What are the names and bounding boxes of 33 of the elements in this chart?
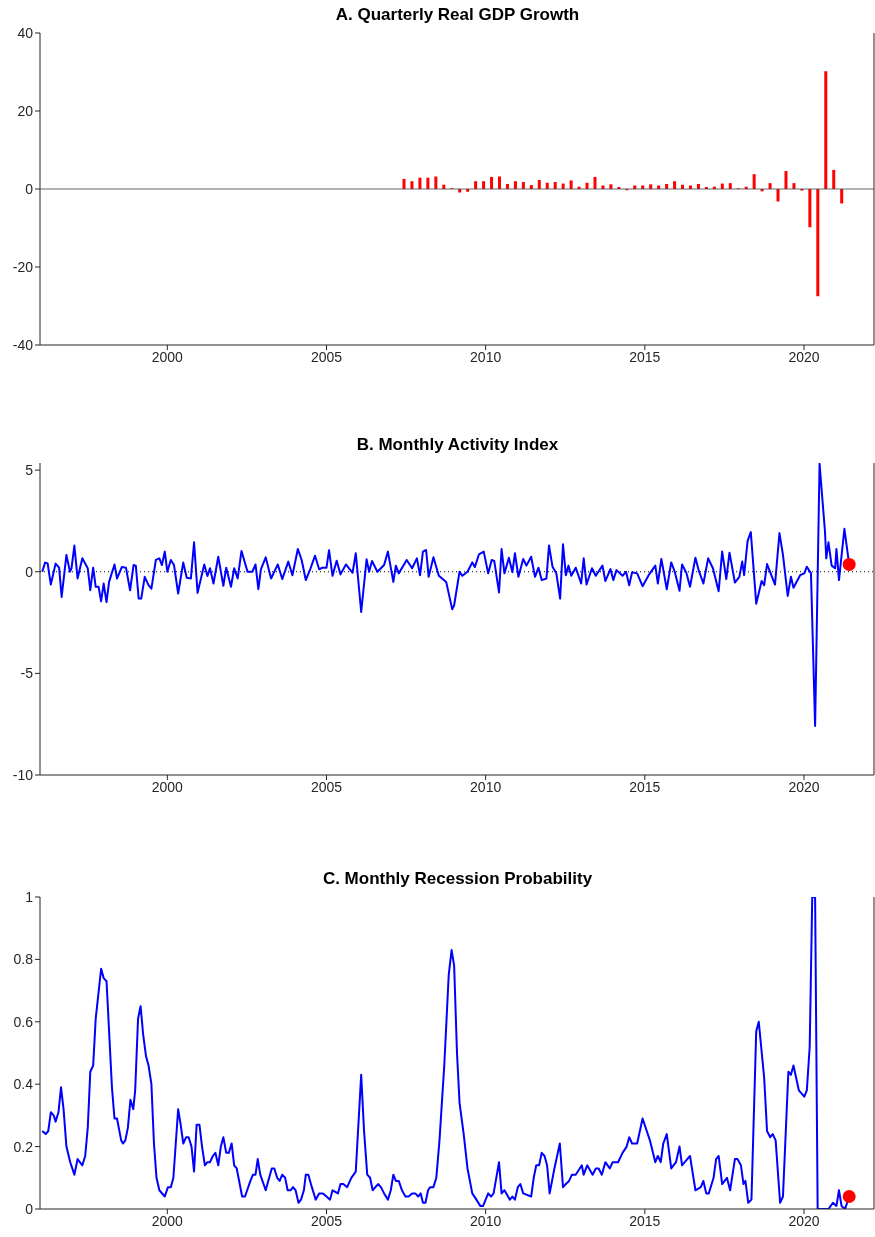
y-tick-label: 0 [25,1200,34,1217]
y-tick-label: -10 [12,766,34,783]
x-tick-label: 2005 [310,778,343,795]
x-tick-label: 2000 [151,1212,184,1229]
x-tick-label: 2000 [151,778,184,795]
y-tick-label: 40 [17,24,34,41]
y-tick-label: 0 [25,563,34,580]
y-tick-label: 0 [25,180,34,197]
x-tick-label: 2005 [310,1212,343,1229]
x-tick-label: 2005 [310,348,343,365]
x-tick-label: 2010 [470,1212,502,1229]
x-tick-label: 2020 [788,1212,820,1229]
x-tick-label: 2015 [629,348,661,365]
y-tick-label: 0.6 [13,1013,34,1030]
y-tick-label: -40 [12,336,34,353]
y-tick-label: 5 [25,462,34,479]
x-tick-label: 2010 [470,778,502,795]
x-tick-label: 2015 [629,1212,661,1229]
x-tick-label: 2020 [788,348,820,365]
chart-title: B. Monthly Activity Index [355,434,560,456]
y-tick-label: 0.8 [13,951,34,968]
y-tick-label: 0.2 [13,1138,34,1155]
y-tick-label: 20 [17,102,34,119]
chart-title: C. Monthly Recession Probability [321,868,594,890]
y-tick-label: 1 [25,888,34,905]
x-tick-label: 2020 [788,778,820,795]
chart-title: A. Quarterly Real GDP Growth [334,4,581,26]
y-tick-label: -20 [12,258,34,275]
x-tick-label: 2015 [629,778,661,795]
x-tick-label: 2010 [470,348,502,365]
y-tick-label: -5 [20,665,34,682]
y-tick-label: 0.4 [13,1076,34,1093]
x-tick-label: 2000 [151,348,184,365]
